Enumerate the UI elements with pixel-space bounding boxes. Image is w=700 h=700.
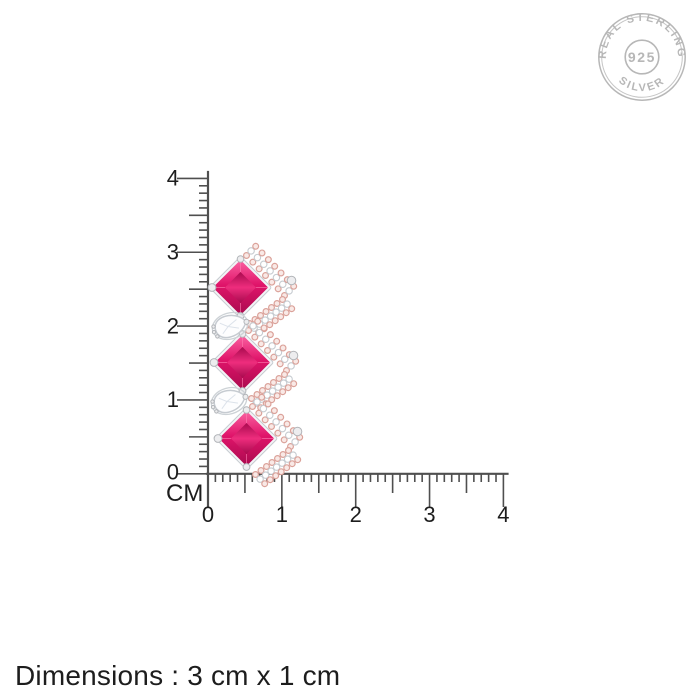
vertical-ruler-ticks xyxy=(177,177,208,475)
bead-chevrons xyxy=(243,242,304,488)
h-ruler-label-3: 3 xyxy=(423,502,435,527)
v-ruler-label-2: 2 xyxy=(167,313,179,338)
dimensions-text: Dimensions : 3 cm x 1 cm xyxy=(15,660,341,691)
stamp-925-text: 925 xyxy=(628,49,656,65)
prong-ball xyxy=(207,283,217,292)
stamp-outer-ring xyxy=(598,13,686,101)
h-ruler-label-4: 4 xyxy=(497,502,509,527)
vertical-ruler: 4 3 2 1 0 CM xyxy=(166,166,210,508)
horizontal-ruler: 0 1 2 3 4 xyxy=(202,472,510,527)
v-ruler-label-0: 0 xyxy=(167,460,179,485)
prong-ball xyxy=(242,406,251,414)
prong-ball xyxy=(213,434,223,443)
pear-stone xyxy=(211,311,250,341)
prong-ball xyxy=(236,255,245,263)
ruby-stone xyxy=(213,406,278,471)
v-ruler-label-3: 3 xyxy=(167,240,179,265)
h-ruler-label-2: 2 xyxy=(350,502,362,527)
stamp-inner-ring xyxy=(601,16,683,98)
h-ruler-label-1: 1 xyxy=(276,502,288,527)
ruby-stones xyxy=(207,255,278,471)
h-ruler-label-0: 0 xyxy=(202,502,214,527)
prong-ball xyxy=(209,358,219,367)
pear-stones xyxy=(210,311,250,416)
v-ruler-label-4: 4 xyxy=(167,166,179,191)
prong-ball xyxy=(242,463,251,471)
ruler-unit-label: CM xyxy=(166,480,203,507)
stamp-center-ring xyxy=(624,39,660,75)
stamp-bottom-text: SILVER xyxy=(616,75,667,95)
v-ruler-label-1: 1 xyxy=(167,387,179,412)
earring-product-image xyxy=(207,242,304,488)
ruby-stone xyxy=(207,255,272,320)
sterling-silver-stamp: REAL STERLING SILVER 925 xyxy=(597,12,686,101)
pear-stone xyxy=(210,386,249,416)
